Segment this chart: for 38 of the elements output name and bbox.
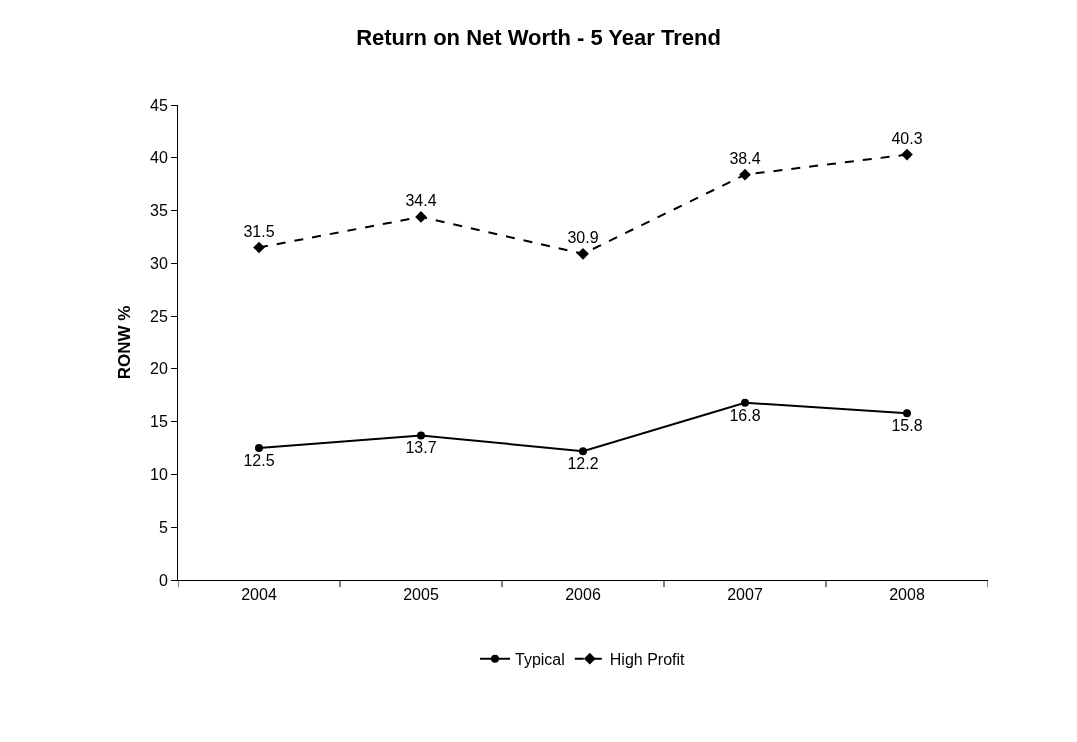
data-label: 12.5 [243, 452, 275, 470]
legend-label: High Profit [609, 650, 686, 668]
data-label: 38.4 [729, 150, 761, 168]
point [579, 447, 587, 456]
x-tick-label: 2004 [241, 586, 277, 604]
data-label: 34.4 [405, 192, 437, 210]
y-tick-label: 45 [150, 96, 168, 114]
legend-label: Typical [515, 650, 565, 668]
point [903, 409, 911, 418]
y-tick-label: 20 [150, 360, 168, 378]
y-tick-label: 15 [150, 413, 168, 431]
data-label: 16.8 [729, 406, 761, 424]
data-label: 13.7 [405, 439, 437, 457]
point [739, 168, 751, 181]
point [255, 444, 263, 453]
y-tick-label: 25 [150, 307, 168, 325]
x-tick-label: 2006 [565, 586, 601, 604]
y-tick-label: 30 [150, 254, 168, 272]
data-label: 31.5 [243, 222, 275, 240]
y-tick-label: 35 [150, 202, 168, 220]
point [741, 398, 749, 407]
x-tick-label: 2008 [889, 586, 925, 604]
x-tick-label: 2007 [727, 586, 763, 604]
point [253, 241, 265, 254]
chart-title: Return on Net Worth - 5 Year Trend [356, 25, 721, 51]
y-tick-label: 10 [150, 466, 168, 484]
y-tick-label: 40 [150, 149, 168, 167]
y-axis-title: RONW % [114, 305, 134, 380]
data-label: 30.9 [567, 229, 599, 247]
point [577, 247, 589, 260]
point [417, 431, 425, 440]
data-label: 40.3 [891, 129, 923, 147]
data-label: 15.8 [891, 417, 923, 435]
point [901, 148, 913, 161]
x-tick-label: 2005 [403, 586, 439, 604]
y-tick-label: 0 [158, 571, 168, 589]
y-tick-label: 5 [158, 518, 168, 536]
data-label: 12.2 [567, 455, 599, 473]
